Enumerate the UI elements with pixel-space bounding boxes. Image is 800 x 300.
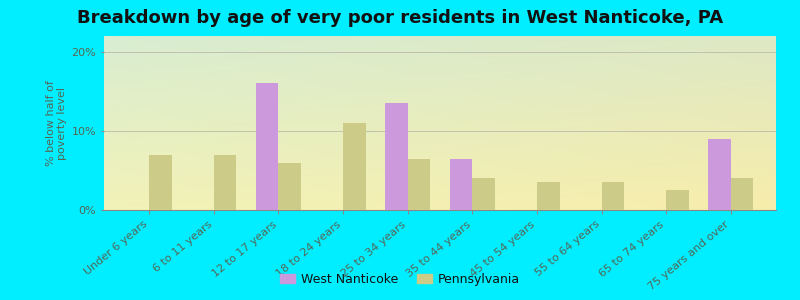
- Bar: [256, 83, 278, 210]
- Bar: [450, 159, 472, 210]
- Bar: [708, 139, 730, 210]
- Bar: [214, 154, 237, 210]
- Bar: [730, 178, 754, 210]
- Bar: [537, 182, 559, 210]
- Bar: [472, 178, 495, 210]
- Legend: West Nanticoke, Pennsylvania: West Nanticoke, Pennsylvania: [274, 268, 526, 291]
- Bar: [602, 182, 624, 210]
- Y-axis label: % below half of
poverty level: % below half of poverty level: [46, 80, 67, 166]
- Bar: [408, 159, 430, 210]
- Bar: [666, 190, 689, 210]
- Bar: [385, 103, 408, 210]
- Bar: [150, 154, 172, 210]
- Text: Breakdown by age of very poor residents in West Nanticoke, PA: Breakdown by age of very poor residents …: [77, 9, 723, 27]
- Bar: [278, 163, 301, 210]
- Bar: [343, 123, 366, 210]
